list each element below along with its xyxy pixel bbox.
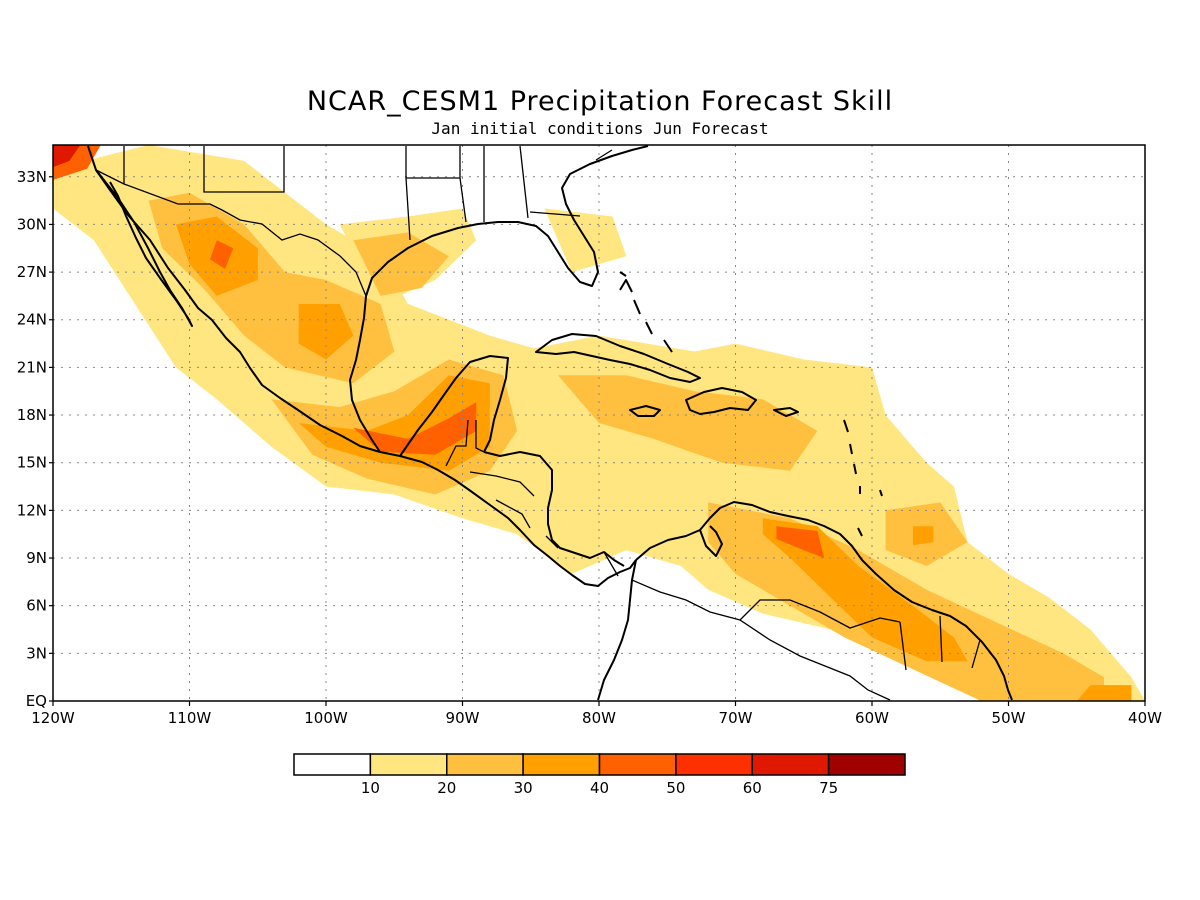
- color-legend: 10 20 30 40 50 60 75: [293, 753, 906, 797]
- map-title: NCAR_CESM1 Precipitation Forecast Skill: [306, 86, 894, 117]
- lon-tick-label: 60W: [855, 709, 889, 727]
- us-mexico-border: [87, 145, 367, 297]
- yucatan-coastline: [399, 355, 509, 457]
- legend-swatch: [446, 753, 524, 776]
- central-america-borders: [445, 419, 619, 577]
- hispaniola-coastline: [685, 387, 757, 415]
- lat-tick-label: 12N: [17, 501, 47, 519]
- lon-tick-label: 80W: [582, 709, 616, 727]
- lon-tick-label: 120W: [31, 709, 75, 727]
- axis-tick-labels: 120W 110W 100W 90W 80W 70W 60W 50W 40W EQ 3N 6N 9N 12…: [17, 168, 1162, 727]
- lat-tick-label: 21N: [17, 358, 47, 376]
- south-america-borders: [631, 579, 981, 701]
- maracaibo-coastline: [699, 525, 723, 557]
- cuba-coastline: [535, 333, 701, 383]
- legend-swatch: [293, 753, 372, 776]
- lat-tick-label: EQ: [26, 692, 47, 710]
- lon-tick-label: 110W: [168, 709, 212, 727]
- coastlines: [87, 145, 1013, 701]
- lat-tick-label: 6N: [26, 597, 47, 615]
- skill-region-sonora-peak: [210, 240, 234, 269]
- legend-swatch: [675, 753, 753, 776]
- jamaica-coastline: [629, 405, 661, 417]
- lon-tick-label: 70W: [719, 709, 753, 727]
- legend-label: 20: [437, 779, 456, 797]
- skill-region-venezuela-peak: [776, 526, 825, 558]
- lat-tick-label: 18N: [17, 406, 47, 424]
- skill-region-central-mexico: [298, 303, 354, 360]
- legend-swatch: [522, 753, 601, 776]
- south-america-north-coast: [635, 501, 1013, 701]
- baja-coastline: [95, 169, 193, 327]
- lat-tick-label: 15N: [17, 454, 47, 472]
- legend-swatch: [369, 753, 448, 776]
- skill-region-yucatan-peak: [353, 402, 477, 455]
- lesser-antilles-coastline: [843, 419, 883, 537]
- legend-label: 40: [590, 779, 609, 797]
- gulf-coastline: [349, 145, 649, 453]
- skill-region-southeast-tip: [1076, 685, 1132, 701]
- lat-tick-label: 24N: [17, 311, 47, 329]
- legend-swatch: [751, 753, 830, 776]
- skill-region-baja-nw-peak: [53, 145, 81, 168]
- skill-region-gulf-core: [353, 232, 449, 296]
- bahamas-coastline: [619, 271, 673, 353]
- lat-tick-label: 30N: [17, 215, 47, 233]
- political-borders: [87, 145, 981, 701]
- lat-tick-label: 27N: [17, 263, 47, 281]
- lon-tick-label: 50W: [992, 709, 1026, 727]
- lat-tick-label: 3N: [26, 644, 47, 662]
- puerto-rico-coastline: [773, 407, 799, 417]
- lon-tick-label: 90W: [446, 709, 480, 727]
- lon-tick-label: 100W: [304, 709, 348, 727]
- colombia-pacific-coast: [597, 559, 637, 701]
- us-state-lines: [123, 145, 613, 241]
- legend-swatch: [827, 753, 906, 776]
- lat-tick-label: 33N: [17, 168, 47, 186]
- lon-tick-label: 40W: [1128, 709, 1162, 727]
- legend-swatch: [598, 753, 677, 776]
- legend-label: 50: [666, 779, 685, 797]
- lat-tick-label: 9N: [26, 549, 47, 567]
- legend-label: 30: [514, 779, 533, 797]
- graticule: [53, 145, 1145, 701]
- map-subtitle: Jan initial conditions Jun Forecast: [431, 119, 769, 138]
- legend-label: 75: [819, 779, 838, 797]
- legend-label: 60: [743, 779, 762, 797]
- skill-region-atlantic-east-core: [912, 526, 934, 546]
- caribbean-central-america: [483, 451, 625, 567]
- legend-label: 10: [361, 779, 380, 797]
- skill-region-gulf-east: [544, 208, 627, 273]
